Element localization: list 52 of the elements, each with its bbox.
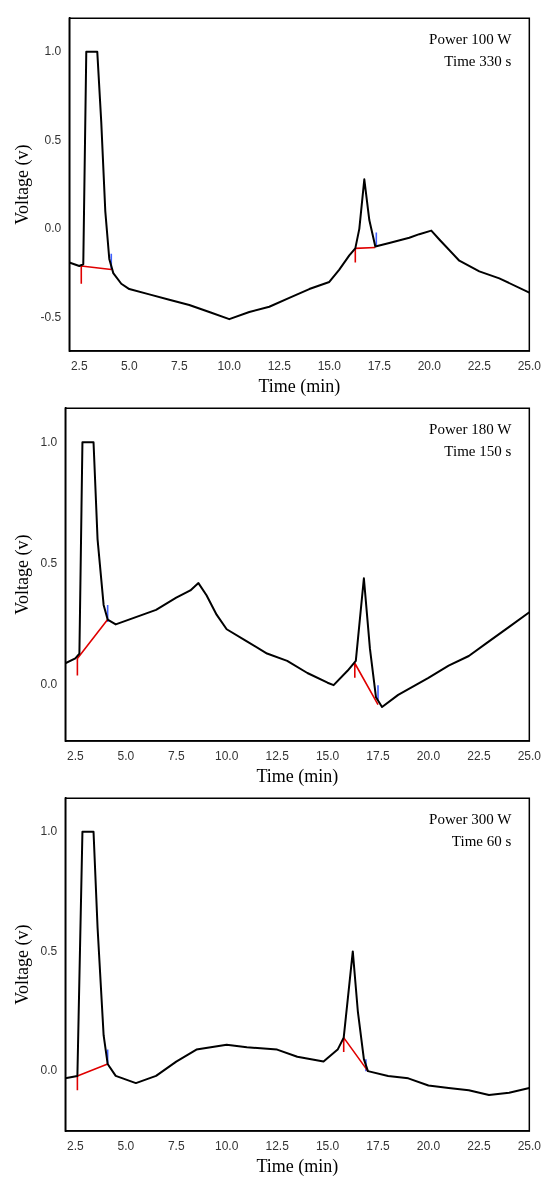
y-tick-label: 1.0 — [40, 824, 58, 839]
x-tick-label: 5.0 — [120, 358, 138, 373]
y-axis-title: Voltage (v) — [11, 534, 33, 615]
x-tick-label: 7.5 — [167, 748, 185, 763]
x-tick-label: 22.5 — [467, 748, 491, 763]
x-tick-label: 17.5 — [366, 748, 391, 763]
x-tick-label: 12.5 — [267, 358, 292, 373]
x-tick-label: 12.5 — [265, 1138, 290, 1153]
annotation: Power 180 W — [429, 420, 513, 437]
annotation: Time 60 s — [451, 832, 512, 849]
y-tick-label: 0.0 — [44, 221, 62, 236]
y-tick-label: -0.5 — [40, 309, 62, 324]
x-tick-label: 5.0 — [117, 1138, 135, 1153]
x-tick-label: 22.5 — [467, 1138, 491, 1153]
y-tick-label: 0.5 — [44, 132, 62, 147]
y-tick-label: 0.5 — [40, 555, 58, 570]
x-tick-label: 5.0 — [117, 748, 135, 763]
x-tick-label: 20.0 — [416, 748, 441, 763]
y-axis-title: Voltage (v) — [11, 924, 33, 1005]
x-tick-label: 25.0 — [517, 358, 542, 373]
x-tick-label: 2.5 — [67, 748, 85, 763]
y-tick-label: 0.0 — [40, 1063, 58, 1078]
y-tick-label: 1.0 — [44, 44, 62, 59]
x-axis-title: Time (min) — [258, 375, 341, 397]
x-tick-label: 17.5 — [366, 1138, 391, 1153]
x-tick-label: 25.0 — [517, 748, 542, 763]
y-tick-label: 0.0 — [40, 677, 58, 692]
x-tick-label: 15.0 — [315, 1138, 340, 1153]
x-tick-label: 20.0 — [416, 1138, 441, 1153]
annotation: Time 330 s — [444, 52, 512, 69]
y-axis-title: Voltage (v) — [11, 144, 33, 225]
y-tick-label: 1.0 — [40, 434, 58, 449]
x-tick-label: 12.5 — [265, 748, 290, 763]
x-tick-label: 10.0 — [215, 1138, 239, 1153]
annotation: Time 150 s — [444, 442, 512, 459]
x-tick-label: 22.5 — [467, 358, 492, 373]
x-tick-label: 10.0 — [215, 748, 239, 763]
x-tick-label: 2.5 — [67, 1138, 85, 1153]
x-tick-label: 10.0 — [217, 358, 242, 373]
annotation: Power 100 W — [429, 30, 513, 47]
x-tick-label: 15.0 — [315, 748, 340, 763]
x-tick-label: 15.0 — [317, 358, 342, 373]
x-tick-label: 2.5 — [70, 358, 88, 373]
x-tick-label: 17.5 — [367, 358, 392, 373]
annotation: Power 300 W — [429, 810, 513, 827]
y-tick-label: 0.5 — [40, 943, 58, 958]
x-axis-title: Time (min) — [256, 765, 339, 787]
x-tick-label: 20.0 — [417, 358, 442, 373]
x-tick-label: 7.5 — [170, 358, 188, 373]
x-axis-title: Time (min) — [256, 1155, 339, 1177]
x-tick-label: 7.5 — [167, 1138, 185, 1153]
x-tick-label: 25.0 — [517, 1138, 542, 1153]
